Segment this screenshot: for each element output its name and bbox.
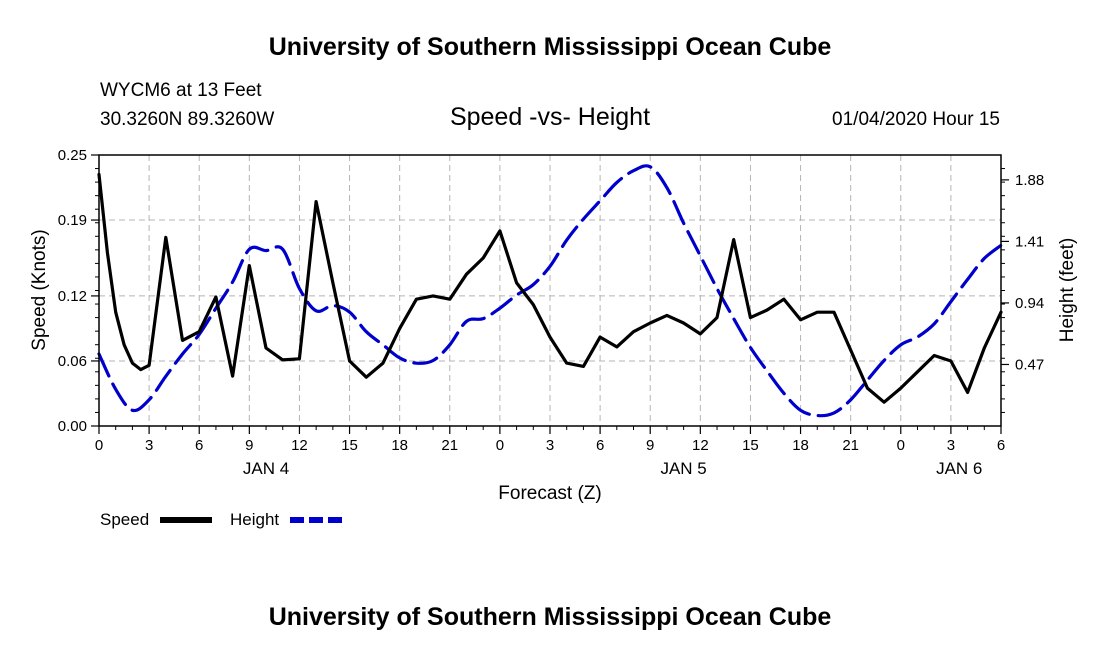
x-tick-label: 12 (291, 437, 308, 454)
x-tick-label: 18 (792, 437, 809, 454)
x-tick-label: 3 (947, 437, 955, 454)
x-tick-label: 21 (441, 437, 458, 454)
y-left-tick-label: 0.12 (58, 288, 87, 305)
x-tick-label: 9 (245, 437, 253, 454)
y-left-tick-label: 0.25 (58, 147, 87, 164)
footer-title: University of Southern Mississippi Ocean… (269, 603, 832, 631)
x-tick-label: 18 (391, 437, 408, 454)
legend: Speed Height (100, 510, 343, 529)
y-right-tick-label: 1.41 (1015, 233, 1044, 250)
x-axis-label: Forecast (Z) (498, 483, 601, 504)
x-tick-label: 0 (496, 437, 504, 454)
legend-height-label: Height (230, 510, 279, 529)
grid-lines (98, 155, 1002, 426)
x-tick-label: 0 (897, 437, 905, 454)
day-label: JAN 6 (936, 459, 982, 478)
x-tick-label: 21 (842, 437, 859, 454)
x-tick-label: 12 (692, 437, 709, 454)
forecast-datetime: 01/04/2020 Hour 15 (832, 109, 1000, 130)
station-label: WYCM6 at 13 Feet (100, 80, 262, 101)
axes: 0 3 6 9 12 15 18 21 0 3 6 9 12 15 18 21 0 3 6 JAN 4 JAN 5 JAN… (58, 147, 1044, 478)
x-tick-label: 9 (646, 437, 654, 454)
day-label: JAN 4 (243, 459, 289, 478)
y-right-tick-label: 1.88 (1015, 172, 1044, 189)
y-left-tick-label: 0.19 (58, 212, 87, 229)
x-tick-label: 6 (997, 437, 1005, 454)
x-tick-label: 15 (742, 437, 759, 454)
y-axis-label-left: Speed (Knots) (29, 229, 50, 350)
station-coords: 30.3260N 89.3260W (100, 109, 274, 130)
x-tick-label: 3 (145, 437, 153, 454)
x-tick-label: 6 (195, 437, 203, 454)
height-series-line (97, 164, 1003, 418)
chart-subtitle: Speed -vs- Height (450, 103, 650, 131)
series-layer (97, 164, 1003, 418)
x-tick-label: 6 (596, 437, 604, 454)
chart-title: University of Southern Mississippi Ocean… (269, 33, 832, 61)
y-left-tick-label: 0.06 (58, 353, 87, 370)
y-right-tick-label: 0.94 (1015, 295, 1044, 312)
y-right-tick-label: 0.47 (1015, 356, 1044, 373)
x-tick-label: 15 (341, 437, 358, 454)
y-left-tick-label: 0.00 (58, 418, 87, 435)
x-tick-label: 0 (95, 437, 103, 454)
legend-speed-label: Speed (100, 510, 149, 529)
x-tick-label: 3 (546, 437, 554, 454)
day-label: JAN 5 (660, 459, 706, 478)
speed-series-line (97, 172, 1003, 404)
y-axis-label-right: Height (feet) (1057, 238, 1078, 343)
